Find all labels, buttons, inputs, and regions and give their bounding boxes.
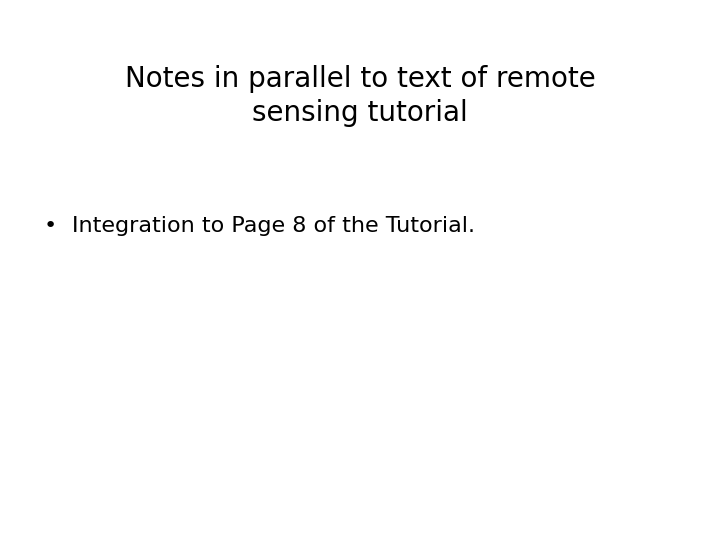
Text: •: • <box>44 216 57 236</box>
Text: Integration to Page 8 of the Tutorial.: Integration to Page 8 of the Tutorial. <box>72 216 475 236</box>
Text: Notes in parallel to text of remote
sensing tutorial: Notes in parallel to text of remote sens… <box>125 65 595 127</box>
